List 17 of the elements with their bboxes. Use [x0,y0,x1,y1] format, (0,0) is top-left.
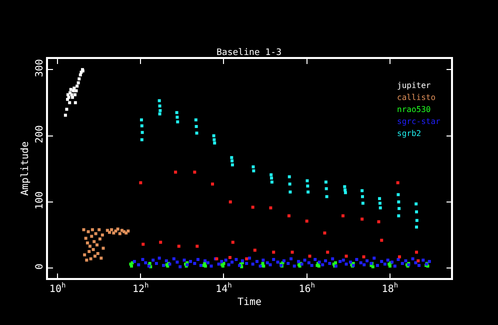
x-tick-label: 14$^{h}$ [216,282,232,295]
x-axis-title: Time [237,296,262,308]
x-tick-label: 10$^{h}$ [49,282,66,295]
x-tick-label: 16$^{h}$ [298,282,315,295]
y-tick-label: 0 [34,264,46,270]
text: sgrc-star [397,117,441,126]
x-tick-label: 12$^{h}$ [132,282,149,295]
text: sgrb2 [397,129,422,138]
text: callisto [397,93,436,102]
chart-title: Baseline 1-3 [216,48,282,58]
text: jupiter [397,81,431,90]
y-axis-title: Amplitude [20,141,31,196]
y-tick-label: 200 [34,125,46,144]
x-tick-label: 18$^{h}$ [382,282,398,295]
y-tick-label: 300 [34,59,46,78]
text: nrao530 [397,105,431,114]
y-tick-label: 100 [34,191,46,210]
